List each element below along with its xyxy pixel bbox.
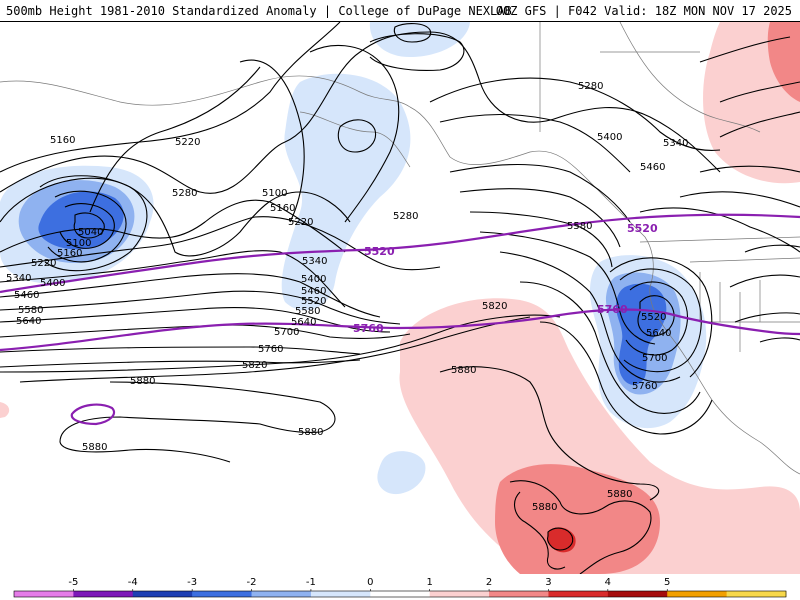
contour-label: 5340 <box>302 256 327 267</box>
positive-anomaly-area <box>547 527 576 553</box>
contour-label: 5220 <box>175 137 200 148</box>
anomaly-colorbar: -5 -4 -3 -2 -1 0 1 2 3 4 5 <box>0 574 800 600</box>
contour-label: 5220 <box>288 217 313 228</box>
contour-label: 5640 <box>291 317 316 328</box>
contour-label: 5700 <box>274 327 299 338</box>
contour-label: 5580 <box>567 221 592 232</box>
colorbar-swatch <box>14 591 74 597</box>
contour-label: 5880 <box>451 365 476 376</box>
climatology-label: 5520 <box>364 245 395 258</box>
colorbar-tick-label: -2 <box>247 577 257 588</box>
contour-label: 5700 <box>642 353 667 364</box>
negative-anomaly-area <box>38 191 124 250</box>
contour-label: 5460 <box>14 290 39 301</box>
colorbar-tick-label: 5 <box>664 577 670 588</box>
climatology-5880-closed-line <box>70 403 116 426</box>
contour-label: 5400 <box>597 132 622 143</box>
colorbar-tick-label: -4 <box>128 577 138 588</box>
contour-label: 5040 <box>78 227 103 238</box>
climatology-label: 5760 <box>353 322 384 335</box>
contour-label: 5880 <box>82 442 107 453</box>
climatology-labels: 5520 5520 5760 5760 <box>353 222 658 335</box>
colorbar-swatch <box>429 591 490 597</box>
colorbar-tick-label: 3 <box>545 577 551 588</box>
climatology-lines <box>0 213 800 426</box>
contour-label: 5280 <box>393 211 418 222</box>
contour-label: 5880 <box>532 502 557 513</box>
colorbar-swatch <box>607 591 668 597</box>
colorbar-swatch <box>73 591 134 597</box>
colorbar-tick-label: 2 <box>486 577 492 588</box>
climatology-label: 5520 <box>627 222 658 235</box>
contour-label: 5760 <box>258 344 283 355</box>
colorbar-swatch <box>310 591 371 597</box>
contour-label: 5580 <box>18 305 43 316</box>
colorbar-outline <box>13 590 787 598</box>
positive-anomaly-area <box>495 464 660 574</box>
contour-label: 5160 <box>270 203 295 214</box>
contour-label: 5820 <box>242 360 267 371</box>
negative-anomaly-area <box>369 22 470 57</box>
contour-label: 5640 <box>16 316 41 327</box>
anomaly-map: 5160 5220 5280 5100 5160 5220 5280 5340 … <box>0 22 800 574</box>
positive-anomaly-area <box>767 22 800 102</box>
colorbar-swatch <box>192 591 253 597</box>
contour-label: 5520 <box>641 312 666 323</box>
contour-label: 5820 <box>482 301 507 312</box>
colorbar-tick-label: -1 <box>306 577 316 588</box>
contour-label: 5400 <box>40 278 65 289</box>
colorbar-swatch <box>370 591 431 597</box>
contour-label: 5640 <box>646 328 671 339</box>
colorbar-tick-label: -3 <box>187 577 197 588</box>
contour-label: 5280 <box>172 188 197 199</box>
colorbar-swatch <box>726 591 787 597</box>
negative-anomaly-area <box>377 451 426 495</box>
map-title: 500mb Height 1981-2010 Standardized Anom… <box>6 4 512 18</box>
contour-label: 5460 <box>640 162 665 173</box>
colorbar-tick-label: 4 <box>605 577 611 588</box>
colorbar-tick-label: 0 <box>367 577 373 588</box>
contour-label: 5880 <box>298 427 323 438</box>
contour-label: 5880 <box>607 489 632 500</box>
contour-label: 5160 <box>57 248 82 259</box>
height-contours <box>0 22 800 574</box>
colorbar-tick-label: 1 <box>427 577 433 588</box>
contour-label: 5220 <box>31 258 56 269</box>
colorbar-tick-label: -5 <box>68 577 78 588</box>
contour-label: 5520 <box>301 296 326 307</box>
contour-label: 5400 <box>301 274 326 285</box>
climatology-label: 5760 <box>597 303 628 316</box>
anomaly-shading <box>0 22 800 574</box>
height-labels: 5160 5220 5280 5100 5160 5220 5280 5340 … <box>6 81 688 513</box>
contour-label: 5340 <box>663 138 688 149</box>
climatology-5760-line <box>0 308 800 352</box>
contour-label: 5880 <box>130 376 155 387</box>
colorbar-swatch <box>132 591 193 597</box>
colorbar-swatch <box>548 591 609 597</box>
contour-label: 5100 <box>66 238 91 249</box>
colorbar-swatch <box>251 591 312 597</box>
contour-label: 5340 <box>6 273 31 284</box>
contour-label: 5580 <box>295 306 320 317</box>
contour-label: 5160 <box>50 135 75 146</box>
model-run-info: 00Z GFS | F042 Valid: 18Z MON NOV 17 202… <box>495 4 792 18</box>
colorbar-swatch <box>489 591 549 597</box>
coastlines <box>0 22 800 475</box>
colorbar-swatches <box>13 590 787 598</box>
contour-label: 5460 <box>301 286 326 297</box>
contour-label: 5100 <box>262 188 287 199</box>
contour-label: 5280 <box>578 81 603 92</box>
colorbar-swatch <box>667 591 728 597</box>
header-bar: 500mb Height 1981-2010 Standardized Anom… <box>0 0 800 22</box>
climatology-5520-line <box>0 213 800 294</box>
positive-anomaly-area <box>0 402 10 418</box>
contour-label: 5760 <box>632 381 657 392</box>
colorbar-ticks: -5 -4 -3 -2 -1 0 1 2 3 4 5 <box>68 577 670 591</box>
